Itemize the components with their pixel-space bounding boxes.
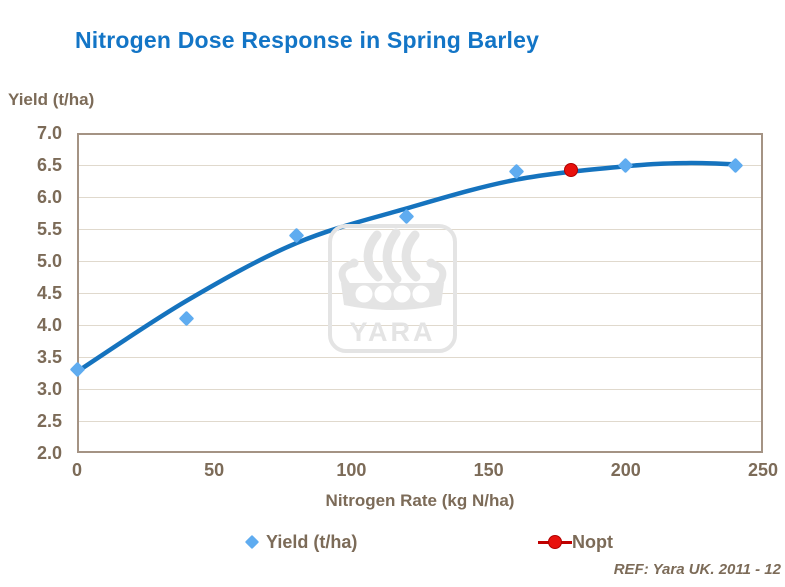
- yield-response-curve: [74, 160, 738, 374]
- gridline: [79, 165, 761, 166]
- legend-item-nopt: Nopt: [538, 531, 613, 553]
- legend-yield-label: Yield (t/ha): [266, 531, 358, 552]
- y-tick-label: 5.5: [36, 219, 62, 239]
- y-tick-label: 3.5: [36, 347, 62, 367]
- y-tick-label: 3.0: [36, 379, 62, 399]
- watermark-text: YARA: [349, 317, 435, 347]
- gridline: [79, 357, 761, 358]
- y-tick-label: 4.0: [36, 315, 62, 335]
- y-tick-label: 2.5: [36, 411, 62, 431]
- y-tick-label: 2.0: [36, 443, 62, 463]
- x-tick-label: 50: [204, 460, 225, 480]
- gridline: [79, 197, 761, 198]
- gridline: [79, 261, 761, 262]
- legend-nopt-label: Nopt: [572, 531, 613, 552]
- viking-ship-icon: YARA: [328, 224, 457, 353]
- x-tick-label: 0: [71, 460, 82, 480]
- gridline: [79, 421, 761, 422]
- x-axis-title: Nitrogen Rate (kg N/ha): [325, 491, 515, 510]
- y-tick-label: 4.5: [36, 283, 62, 303]
- y-tick-label: 6.0: [36, 187, 62, 207]
- gridline: [79, 325, 761, 326]
- y-tick-label: 5.0: [36, 251, 62, 271]
- x-tick-label: 250: [747, 460, 779, 480]
- x-tick-label: 100: [336, 460, 367, 480]
- legend-item-yield: Yield (t/ha): [244, 531, 358, 553]
- y-tick-labels: 7.0 6.5 6.0 5.5 5.0 4.5 4.0 3.5 3.0 2.5 2.0: [0, 123, 62, 463]
- y-tick-label: 6.5: [36, 155, 62, 175]
- nopt-circle-icon: [538, 535, 572, 549]
- y-axis-title: Yield (t/ha): [8, 90, 95, 109]
- yara-watermark-logo: YARA: [327, 223, 458, 354]
- gridline: [79, 229, 761, 230]
- gridline: [79, 389, 761, 390]
- x-tick-labels: 0 50 100 150 200 250: [72, 459, 778, 481]
- y-tick-label: 7.0: [36, 123, 62, 143]
- yield-diamond-icon: [244, 534, 260, 550]
- x-tick-label: 200: [610, 460, 641, 480]
- reference-note: REF: Yara UK. 2011 - 12: [613, 561, 781, 578]
- nopt-marker: [563, 163, 578, 178]
- chart-title: Nitrogen Dose Response in Spring Barley: [75, 27, 540, 53]
- x-tick-label: 150: [473, 460, 504, 480]
